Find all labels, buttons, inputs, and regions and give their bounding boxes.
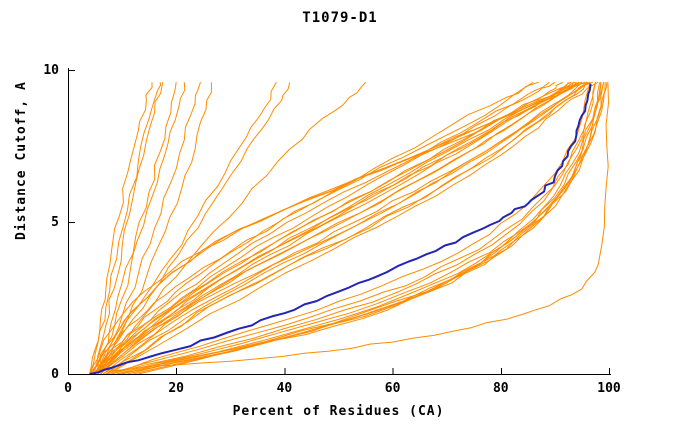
model-curve <box>138 82 608 375</box>
x-tick-label: 20 <box>168 381 184 396</box>
model-curve <box>116 82 601 375</box>
tick-labels-group: 0 20 40 60 80 100 0 5 10 <box>43 63 621 396</box>
model-curve <box>127 82 606 375</box>
model-curve <box>91 82 164 375</box>
model-curve <box>102 81 583 375</box>
x-tick-label: 40 <box>277 381 293 396</box>
model-curve <box>121 82 605 375</box>
curves-group <box>89 81 609 375</box>
model-curve <box>111 82 609 372</box>
model-curve <box>89 81 580 375</box>
x-axis-label: Percent of Residues (CA) <box>232 404 445 419</box>
x-tick-label: 0 <box>64 381 72 396</box>
model-curve <box>94 81 556 375</box>
plot-title: T1079-D1 <box>302 10 378 26</box>
axes-group <box>68 68 611 375</box>
x-tick-label: 80 <box>493 381 509 396</box>
model-curve <box>94 82 186 375</box>
model-curve <box>105 81 593 375</box>
model-curve <box>105 82 591 375</box>
y-tick-label: 0 <box>51 367 59 382</box>
model-curve <box>97 81 572 375</box>
model-curve <box>89 81 534 375</box>
model-curve <box>97 81 575 375</box>
model-curve <box>111 82 596 375</box>
model-curve <box>100 81 585 375</box>
x-tick-label: 100 <box>597 381 621 396</box>
model-curve <box>121 82 602 375</box>
y-tick-label: 5 <box>51 215 59 230</box>
model-curve <box>100 81 589 375</box>
model-curve <box>108 81 599 375</box>
model-curve <box>111 82 596 375</box>
model-curve <box>94 81 576 375</box>
model-curve <box>105 81 588 375</box>
y-tick-label: 10 <box>43 63 59 78</box>
model-curve <box>91 81 550 375</box>
model-curve <box>94 82 291 375</box>
model-curve <box>89 82 162 375</box>
x-tick-label: 60 <box>385 381 401 396</box>
highlight-curve <box>89 83 592 375</box>
model-curve <box>102 81 591 375</box>
